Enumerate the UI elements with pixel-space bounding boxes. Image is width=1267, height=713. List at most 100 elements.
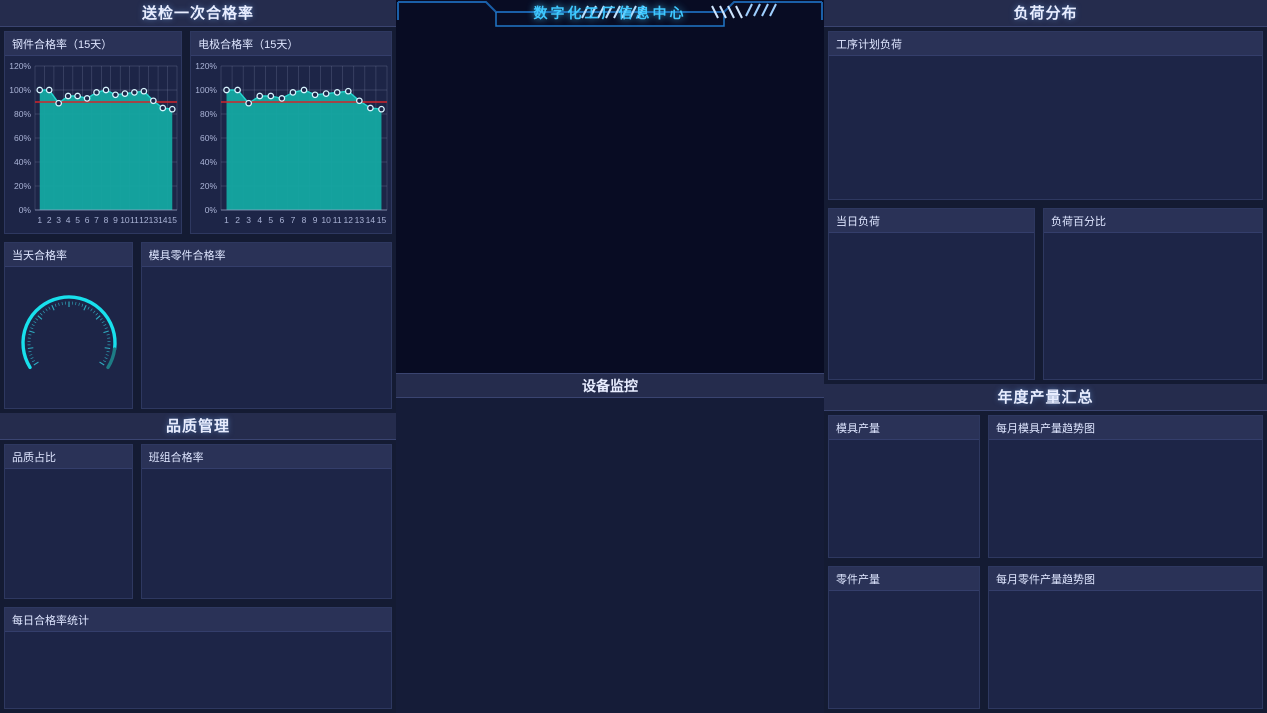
- svg-text:120%: 120%: [195, 61, 217, 71]
- center-column: 数字化工厂信息中心 设备监控: [396, 0, 824, 713]
- svg-text:9: 9: [113, 215, 118, 225]
- panel-steel-pass-rate: 钢件合格率（15天） 0% 20% 40% 60% 80% 100% 120% 1 2 3 4 5 6 7…: [4, 31, 183, 234]
- panel-title-today-load: 当日负荷: [829, 209, 1034, 233]
- panel-title-plan: 工序计划负荷: [829, 32, 1262, 56]
- svg-text:4: 4: [66, 215, 71, 225]
- svg-text:20%: 20%: [14, 181, 31, 191]
- hud-frame-decoration: [397, 1, 823, 27]
- section-title-inspection-pass-rate: 送检一次合格率: [0, 0, 396, 27]
- svg-text:3: 3: [56, 215, 61, 225]
- svg-text:6: 6: [280, 215, 285, 225]
- table-process-plan-load[interactable]: [829, 56, 1262, 199]
- svg-text:12: 12: [139, 215, 149, 225]
- panel-quality-share: 品质占比: [4, 444, 133, 599]
- svg-text:4: 4: [257, 215, 262, 225]
- panel-title-mold: 模具产量: [829, 416, 979, 440]
- panel-load-percentage: 负荷百分比: [1043, 208, 1263, 380]
- panel-mold-output: 模具产量: [828, 415, 980, 558]
- section-title-quality-management: 品质管理: [0, 413, 396, 440]
- svg-text:8: 8: [302, 215, 307, 225]
- svg-text:100%: 100%: [195, 85, 217, 95]
- svg-text:0%: 0%: [205, 205, 218, 215]
- panel-title-mold-trend: 每月模具产量趋势图: [989, 416, 1262, 440]
- svg-text:80%: 80%: [14, 109, 31, 119]
- chart-today-load: [829, 233, 1034, 379]
- svg-text:5: 5: [269, 215, 274, 225]
- panel-part-output: 零件产量: [828, 566, 980, 709]
- svg-text:10: 10: [322, 215, 332, 225]
- svg-text:9: 9: [313, 215, 318, 225]
- svg-text:11: 11: [333, 215, 342, 225]
- svg-text:1: 1: [37, 215, 42, 225]
- inspection-charts-row: 钢件合格率（15天） 0% 20% 40% 60% 80% 100% 120% 1 2 3 4 5 6 7…: [0, 27, 396, 238]
- svg-text:5: 5: [75, 215, 80, 225]
- svg-text:15: 15: [168, 215, 178, 225]
- svg-text:60%: 60%: [200, 133, 217, 143]
- svg-text:3: 3: [246, 215, 251, 225]
- gauge-moldparts-row: 当天合格率 模具零件合格率: [0, 238, 396, 413]
- svg-text:0%: 0%: [19, 205, 32, 215]
- svg-text:14: 14: [366, 215, 376, 225]
- svg-text:13: 13: [149, 215, 159, 225]
- svg-text:100%: 100%: [9, 85, 31, 95]
- panel-title-steel: 钢件合格率（15天）: [5, 32, 182, 56]
- panel-team-pass-rate: 班组合格率: [140, 444, 392, 599]
- panel-part-monthly-trend: 每月零件产量趋势图: [988, 566, 1263, 709]
- svg-text:2: 2: [235, 215, 240, 225]
- chart-part-output: [829, 591, 979, 708]
- svg-text:7: 7: [291, 215, 296, 225]
- svg-text:40%: 40%: [14, 157, 31, 167]
- left-column: 送检一次合格率 钢件合格率（15天） 0% 20% 40% 60% 80% 100% 120…: [0, 0, 396, 713]
- chart-load-percentage: [1044, 233, 1262, 379]
- panel-title-gauge: 当天合格率: [5, 243, 132, 267]
- chart-mold-monthly-trend: [989, 440, 1262, 557]
- panel-today-load: 当日负荷: [828, 208, 1035, 380]
- svg-text:8: 8: [104, 215, 109, 225]
- chart-mold-part-pass-rate: [142, 267, 391, 408]
- mold-output-row: 模具产量 每月模具产量趋势图: [824, 411, 1267, 562]
- panel-mold-part-pass-rate: 模具零件合格率: [140, 242, 392, 409]
- svg-text:10: 10: [120, 215, 130, 225]
- svg-text:12: 12: [344, 215, 354, 225]
- panel-title-pie: 品质占比: [5, 445, 132, 469]
- panel-title-part: 零件产量: [829, 567, 979, 591]
- chart-part-monthly-trend: [989, 591, 1262, 708]
- panel-daily-pass-rate: 每日合格率统计: [4, 607, 392, 709]
- section-title-load-distribution: 负荷分布: [824, 0, 1267, 27]
- svg-text:60%: 60%: [14, 133, 31, 143]
- svg-text:13: 13: [355, 215, 365, 225]
- chart-team-pass-rate: [142, 469, 391, 598]
- quality-charts-row: 品质占比 班组合格率: [0, 440, 396, 603]
- panel-today-pass-rate: 当天合格率: [4, 242, 133, 409]
- chart-quality-share: [5, 469, 132, 598]
- panel-mold-monthly-trend: 每月模具产量趋势图: [988, 415, 1263, 558]
- page-title: 数字化工厂信息中心: [533, 5, 687, 21]
- svg-text:20%: 20%: [200, 181, 217, 191]
- svg-text:120%: 120%: [9, 61, 31, 71]
- world-map: [396, 28, 824, 373]
- chart-electrode-pass-rate: 0% 20% 40% 60% 80% 100% 120% 1 2 3 4 5 6 7 8 9 10 11 12 13 1…: [191, 56, 391, 233]
- svg-text:14: 14: [158, 215, 168, 225]
- svg-text:2: 2: [47, 215, 52, 225]
- panel-title-team: 班组合格率: [141, 445, 391, 469]
- svg-text:11: 11: [130, 215, 139, 225]
- svg-text:80%: 80%: [200, 109, 217, 119]
- chart-steel-pass-rate: 0% 20% 40% 60% 80% 100% 120% 1 2 3 4 5 6 7 8 9 10 11 12 13 1…: [5, 56, 181, 233]
- section-title-device-monitor: 设备监控: [396, 373, 824, 398]
- section-title-annual-output: 年度产量汇总: [824, 384, 1267, 411]
- svg-text:6: 6: [85, 215, 90, 225]
- map-section: 数字化工厂信息中心: [396, 0, 824, 373]
- right-column: 负荷分布 工序计划负荷 当日负荷 负荷百分比: [824, 0, 1267, 713]
- load-charts-row: 当日负荷 负荷百分比: [824, 204, 1267, 384]
- panel-title-part-trend: 每月零件产量趋势图: [989, 567, 1262, 591]
- chart-gauge: [5, 267, 132, 408]
- svg-text:7: 7: [94, 215, 99, 225]
- chart-daily-pass-rate: [5, 632, 391, 708]
- panel-electrode-pass-rate: 电极合格率（15天） 0% 20% 40% 60% 80% 100% 120% 1 2 3 4 5 6 7…: [190, 31, 392, 234]
- svg-text:15: 15: [377, 215, 387, 225]
- part-output-row: 零件产量 每月零件产量趋势图: [824, 562, 1267, 713]
- panel-process-plan-load: 工序计划负荷: [828, 31, 1263, 200]
- panel-title-moldparts: 模具零件合格率: [141, 243, 391, 267]
- panel-title-load-pct: 负荷百分比: [1044, 209, 1262, 233]
